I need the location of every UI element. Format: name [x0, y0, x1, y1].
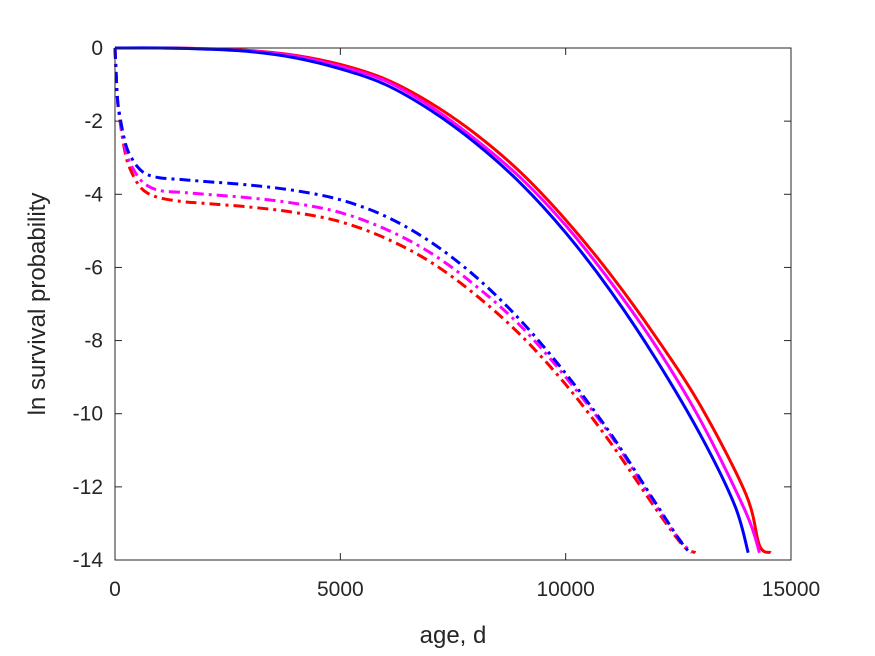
- series-line-solid-2: [114, 46, 750, 554]
- y-tick-label: -2: [84, 110, 103, 133]
- series-layer: [113, 46, 772, 555]
- series-line-dashdot-5: [113, 47, 691, 554]
- y-tick-label: -6: [84, 256, 103, 279]
- y-tick-label: -4: [84, 183, 103, 206]
- y-tick-label: -12: [73, 476, 103, 499]
- y-tick-label: -14: [73, 549, 104, 572]
- x-tick-label: 0: [109, 578, 121, 601]
- series-line-dashdot-3: [113, 47, 697, 555]
- x-tick-label: 10000: [536, 578, 594, 601]
- y-tick-label: 0: [91, 37, 103, 60]
- y-tick-label: -8: [84, 330, 103, 353]
- plot-area: [115, 48, 791, 560]
- ticks-layer: 0 5000 10000 15000 0 -2 -4 -6 -8 -10 -12 -14: [73, 37, 821, 601]
- y-axis-label: ln survival probability: [24, 193, 51, 416]
- plot-frame: [114, 47, 792, 561]
- x-tick-label: 5000: [317, 578, 364, 601]
- y-tick-label: -10: [73, 403, 103, 426]
- x-axis-label: age, d: [420, 622, 487, 649]
- x-tick-label: 15000: [762, 578, 820, 601]
